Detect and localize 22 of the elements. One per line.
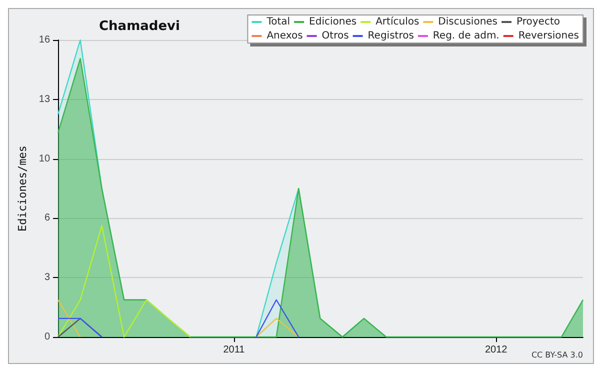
y-axis-title: Ediciones/mes — [16, 145, 29, 232]
legend-label: Proyecto — [516, 16, 560, 28]
legend-label: Anexos — [266, 30, 303, 42]
y-tick-label: 3 — [44, 272, 50, 284]
y-tick-label: 6 — [44, 212, 50, 224]
text: CC BY-SA 3.0 — [531, 350, 584, 360]
line-series — [57, 225, 191, 338]
chart-title: Chamadevi — [99, 19, 180, 34]
x-tick-label: 2011 — [223, 344, 246, 356]
y-tick-label: 13 — [38, 94, 50, 105]
legend-label: Ediciones — [309, 16, 357, 28]
y-tick-label: 16 — [38, 34, 50, 46]
legend-label: Reversiones — [518, 30, 579, 42]
legend-label: Reg. de adm. — [432, 30, 500, 42]
legend-label: Total — [266, 16, 290, 28]
legend-label: Registros — [368, 30, 414, 42]
x-tick-label: 2012 — [484, 344, 508, 356]
legend-label: Artículos — [376, 16, 420, 28]
legend-label: Otros — [322, 30, 349, 42]
y-tick-label: 10 — [38, 153, 50, 164]
y-tick-label: 0 — [44, 332, 50, 342]
legend-label: Discusiones — [438, 16, 498, 28]
